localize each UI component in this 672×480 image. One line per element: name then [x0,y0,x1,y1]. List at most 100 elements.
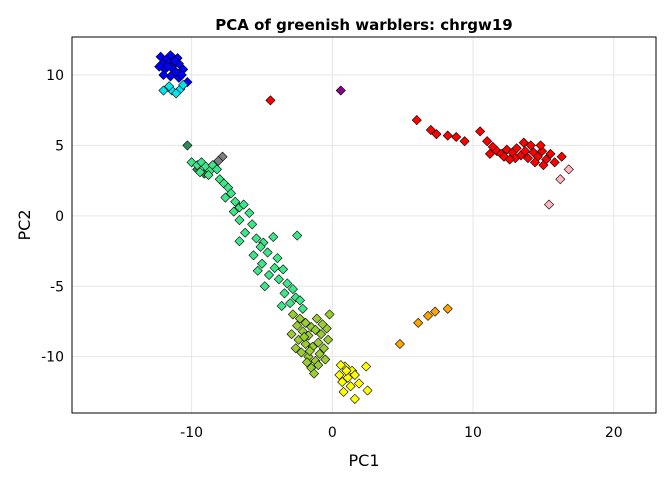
y-tick-label: -5 [50,279,64,295]
data-point [228,206,239,217]
data-point [154,61,165,72]
data-point [165,71,176,82]
data-point [262,247,273,258]
data-point [164,81,175,92]
data-point [230,196,241,207]
data-point [349,393,360,404]
data-point [247,219,258,230]
data-point [361,361,372,372]
data-point [459,136,470,147]
data-point [520,146,531,157]
data-point [268,231,279,242]
data-point [300,338,311,350]
data-point [178,79,189,90]
data-point [158,85,169,96]
data-point [451,131,462,143]
data-point [411,115,422,126]
data-point [287,284,298,295]
data-point [195,167,206,178]
data-point [482,136,493,147]
x-tick-label: 10 [464,425,482,441]
data-point [158,69,169,81]
data-point [314,348,325,359]
x-axis-label: PC1 [349,451,380,470]
data-point [413,317,424,328]
data-point [335,85,346,96]
data-point [162,61,173,72]
data-point [273,274,284,285]
data-point [313,337,324,348]
y-tick-label: 0 [55,209,64,225]
data-point [169,55,180,66]
data-point [425,124,436,135]
data-point [316,329,327,340]
data-point [285,298,296,309]
data-point [297,303,308,314]
data-point [423,310,434,321]
data-point [345,381,356,392]
data-point [525,140,536,151]
data-point [549,157,560,168]
data-points [154,50,574,404]
data-point [504,154,515,165]
data-point [272,253,283,264]
data-point [484,148,495,159]
data-point [252,265,263,276]
data-point [278,264,289,275]
y-axis-label: PC2 [15,210,34,241]
y-tick-label: 5 [55,138,64,154]
data-point [286,329,297,340]
data-point [491,146,503,157]
data-point [276,300,287,311]
data-point [301,357,313,368]
data-point [556,151,567,162]
data-point [518,137,529,148]
x-tick-label: -10 [180,425,203,441]
data-point [256,258,268,269]
data-point [522,153,533,164]
x-tick-label: 20 [605,425,623,441]
data-point [318,343,329,354]
data-point [313,360,324,371]
data-point [263,269,275,281]
data-point [279,288,290,299]
data-point [296,347,307,358]
data-point [341,365,352,376]
x-ticks: -10 0 10 20 [180,425,623,441]
chart-title: PCA of greenish warblers: chrgw19 [215,16,512,34]
data-point [310,324,321,335]
data-point [555,174,566,185]
data-point [248,250,259,261]
data-point [269,262,280,273]
data-point [324,309,335,320]
data-point [442,303,453,314]
data-point [311,313,322,324]
data-point [213,155,224,166]
data-point [323,334,334,345]
data-point [544,199,555,210]
data-point [320,354,331,365]
data-point [338,386,349,397]
data-point [335,360,346,371]
data-point [171,88,182,99]
data-point [182,140,193,151]
data-point [362,385,373,396]
data-point [225,188,237,199]
data-point [349,369,360,381]
data-point [563,164,574,175]
data-point [238,199,249,210]
data-point [292,320,303,331]
data-point [536,146,548,157]
data-point [342,372,353,383]
data-point [317,319,328,330]
data-point [255,241,266,252]
data-point [294,313,305,324]
data-point [337,376,348,388]
plot-frame [71,36,657,414]
data-point [203,169,214,181]
data-point [211,164,222,175]
data-point [259,281,270,292]
data-point [529,157,541,168]
